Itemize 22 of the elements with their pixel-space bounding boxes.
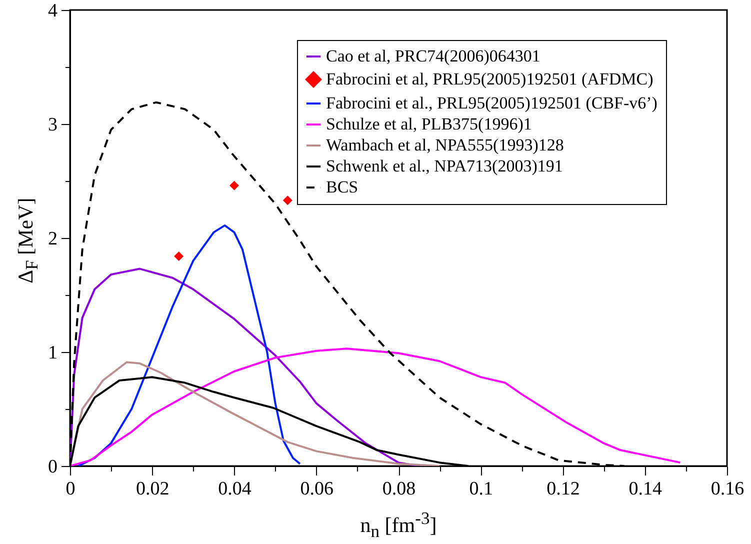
x-axis-title: n$_{n}$ [fm$^{-3}$] [359, 508, 438, 542]
x-tick-label: 0.12 [546, 478, 580, 500]
legend-label: Fabrocini et al., PRL95(2005)192501 (CBF-v6’) [326, 94, 658, 112]
y-tick-label: 2 [48, 228, 58, 250]
legend-label: Schulze et al, PLB375(1996)1 [326, 114, 532, 134]
x-tick-label: 0.14 [628, 478, 662, 500]
legend-label: Fabrocini et al, PRL95(2005)192501 (AFDMC) [326, 70, 654, 88]
y-tick-label: 0 [48, 456, 58, 478]
x-tick-label: 0.06 [300, 478, 334, 500]
legend-label: Cao et al, PRC74(2006)064301 [326, 46, 540, 66]
x-tick-label: 0.16 [710, 478, 744, 500]
y-tick-label: 1 [48, 342, 58, 364]
legend-label: Wambach et al, NPA555(1993)128 [326, 136, 564, 154]
y-tick-label: 4 [48, 0, 58, 22]
x-tick-label: 0.04 [218, 478, 252, 500]
y-tick-label: 3 [48, 114, 58, 136]
legend-label: BCS [326, 178, 358, 196]
x-tick-label: 0.02 [136, 478, 170, 500]
x-tick-label: 0.1 [469, 478, 493, 500]
legend-label: Schwenk et al., NPA713(2003)191 [326, 156, 563, 176]
x-tick-label: 0 [66, 478, 76, 500]
x-tick-label: 0.08 [382, 478, 416, 500]
